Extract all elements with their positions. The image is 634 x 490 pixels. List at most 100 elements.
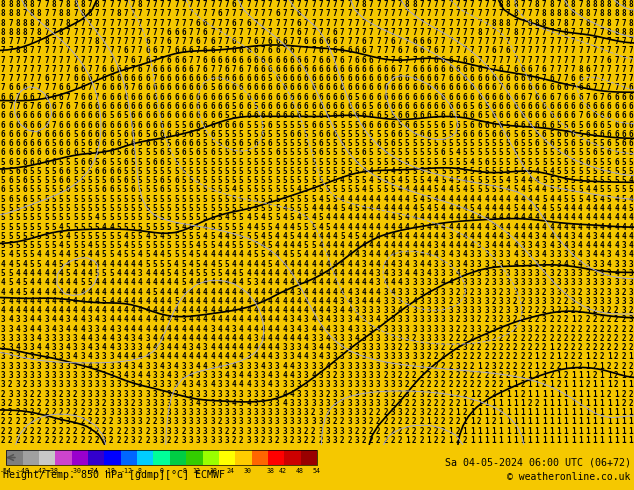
Text: 3: 3 (224, 436, 229, 445)
Text: 5: 5 (325, 186, 330, 195)
Text: 3: 3 (376, 380, 380, 390)
Text: 6: 6 (542, 111, 547, 120)
Text: 5: 5 (15, 158, 20, 167)
Text: 6: 6 (455, 102, 460, 111)
Text: 7: 7 (455, 28, 460, 37)
Text: 3: 3 (210, 325, 215, 334)
Text: 6: 6 (203, 47, 207, 55)
Text: 1: 1 (521, 417, 525, 426)
Text: 1: 1 (499, 390, 503, 398)
Text: 5: 5 (441, 130, 446, 139)
Text: 5: 5 (419, 167, 424, 176)
Text: 2: 2 (628, 343, 633, 352)
Text: 4: 4 (58, 222, 63, 232)
Text: 6: 6 (66, 148, 70, 157)
Text: 4: 4 (383, 232, 388, 241)
Text: 5: 5 (87, 204, 92, 213)
Text: 6: 6 (44, 139, 49, 148)
Text: 7: 7 (340, 9, 344, 18)
Text: 7: 7 (87, 28, 92, 37)
Text: 5: 5 (513, 167, 518, 176)
Text: 6: 6 (261, 111, 265, 120)
Text: 4: 4 (282, 213, 287, 222)
Text: 6: 6 (542, 83, 547, 93)
Text: 4: 4 (73, 278, 77, 287)
Text: 7: 7 (398, 37, 403, 46)
Text: 3: 3 (333, 362, 337, 371)
Text: 6: 6 (81, 158, 85, 167)
Text: 4: 4 (340, 195, 344, 204)
Text: 7: 7 (261, 19, 265, 27)
Text: 8: 8 (1, 37, 6, 46)
Text: 1: 1 (564, 362, 568, 371)
Text: 5: 5 (427, 139, 431, 148)
Text: 3: 3 (398, 297, 403, 306)
Text: 8: 8 (628, 0, 633, 9)
Text: 5: 5 (311, 130, 316, 139)
Text: 24: 24 (227, 468, 235, 474)
Text: 6: 6 (297, 83, 301, 93)
Text: 2: 2 (600, 352, 604, 362)
Text: 1: 1 (585, 371, 590, 380)
Text: 5: 5 (448, 167, 453, 176)
Text: 4: 4 (282, 316, 287, 324)
Text: 5: 5 (557, 204, 561, 213)
Text: 5: 5 (268, 167, 273, 176)
Text: 6: 6 (124, 83, 128, 93)
Text: 6: 6 (167, 130, 171, 139)
Text: 3: 3 (383, 325, 388, 334)
Text: 4: 4 (578, 204, 583, 213)
Text: 7: 7 (347, 28, 352, 37)
Text: 2: 2 (527, 316, 532, 324)
Text: 6: 6 (152, 47, 157, 55)
Text: 3: 3 (542, 269, 547, 278)
Text: 6: 6 (376, 93, 380, 102)
Text: 4: 4 (8, 288, 13, 296)
Text: 5: 5 (297, 139, 301, 148)
Text: 5: 5 (145, 222, 150, 232)
Text: 5: 5 (427, 167, 431, 176)
Text: 5: 5 (239, 222, 243, 232)
Text: 4: 4 (167, 306, 171, 315)
Text: 7: 7 (311, 55, 316, 65)
Text: 6: 6 (607, 93, 612, 102)
Text: 8: 8 (542, 9, 547, 18)
Text: 3: 3 (383, 334, 388, 343)
Text: 6: 6 (66, 186, 70, 195)
Text: 6: 6 (124, 93, 128, 102)
Text: 7: 7 (376, 19, 380, 27)
Text: 4: 4 (246, 297, 251, 306)
Text: 3: 3 (325, 399, 330, 408)
Text: 5: 5 (261, 158, 265, 167)
Text: 5: 5 (268, 260, 273, 269)
Text: 4: 4 (124, 371, 128, 380)
Text: 7: 7 (585, 93, 590, 102)
Text: 3: 3 (527, 288, 532, 296)
Text: 4: 4 (181, 334, 186, 343)
Text: 4: 4 (196, 343, 200, 352)
Text: 3: 3 (463, 278, 467, 287)
Text: 5: 5 (254, 102, 258, 111)
Text: 8: 8 (614, 0, 619, 9)
Text: 7: 7 (30, 55, 34, 65)
Text: 3: 3 (621, 278, 626, 287)
Text: 8: 8 (614, 9, 619, 18)
Text: 5: 5 (600, 167, 604, 176)
Text: 4: 4 (239, 380, 243, 390)
Text: 7: 7 (174, 0, 179, 9)
Text: 6: 6 (231, 83, 236, 93)
Text: 6: 6 (30, 111, 34, 120)
Text: 3: 3 (196, 436, 200, 445)
Text: 6: 6 (383, 93, 388, 102)
Text: 4: 4 (15, 297, 20, 306)
Text: 7: 7 (527, 93, 532, 102)
Text: 4: 4 (354, 222, 359, 232)
Text: 5: 5 (37, 176, 42, 185)
Text: 4: 4 (188, 260, 193, 269)
Text: 1: 1 (513, 380, 518, 390)
Text: 6: 6 (131, 130, 135, 139)
Text: 3: 3 (1, 316, 6, 324)
Text: 2: 2 (491, 334, 496, 343)
Text: 7: 7 (145, 65, 150, 74)
Text: 7: 7 (369, 37, 373, 46)
